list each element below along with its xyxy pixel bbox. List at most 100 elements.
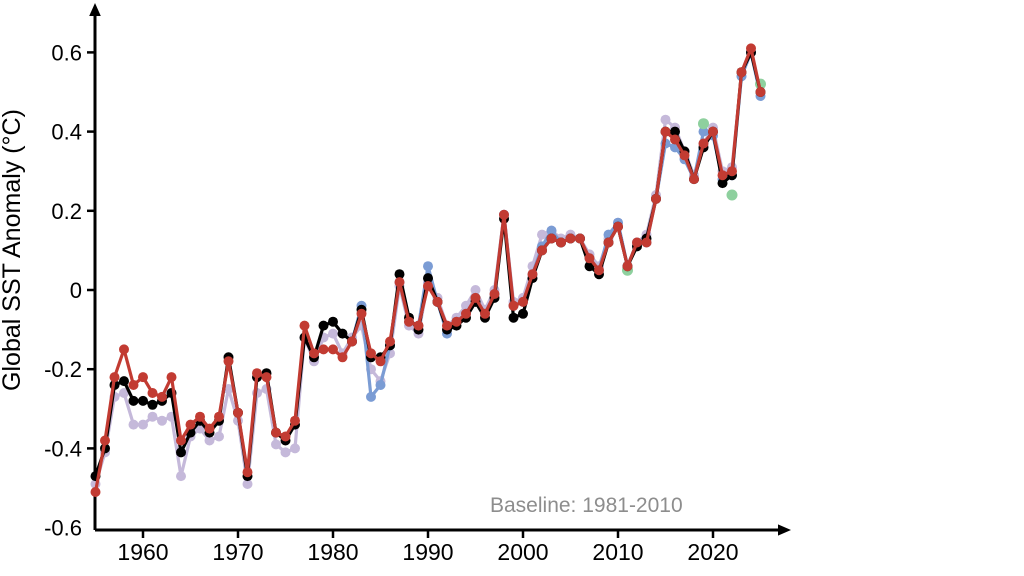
dataset-red-marker [499,209,509,220]
dataset-purple-marker [147,411,158,422]
dataset-red-marker [128,380,139,390]
dataset-red-marker [660,126,671,137]
dataset-red-marker [594,265,604,276]
dataset-red-marker [584,253,595,264]
dataset-purple-marker [470,285,481,295]
x-tick-label: 2010 [592,539,643,565]
dataset-red-marker [204,423,215,434]
dataset-purple-marker [128,419,139,430]
y-tick-label: 0 [70,278,82,303]
dataset-red-marker [261,372,272,383]
dataset-purple-marker [138,419,148,430]
dataset-red-marker [119,344,129,355]
dataset-red-marker [347,336,357,347]
dataset-blue-marker [698,126,709,137]
dataset-purple-marker [271,439,281,450]
dataset-black-marker [328,316,338,327]
y-tick-label: 0.6 [51,40,82,65]
dataset-black-marker [138,395,148,406]
x-tick-label: 1990 [402,539,453,565]
dataset-red-marker [290,415,300,426]
dataset-red-marker [708,126,718,137]
dataset-red-marker [746,43,756,54]
dataset-purple-marker [280,447,291,458]
dataset-red-marker [527,269,538,280]
x-tick-label: 2000 [497,539,548,565]
dataset-green-marker [698,118,709,130]
dataset-red-marker [480,308,490,319]
dataset-red-marker [546,233,557,244]
y-axis-title: Global SST Anomaly (°C) [0,109,26,391]
axes-layer: 0.6 0.4 0.2 0 -0.2 -0.4 -0.6 1960 1970 1980 1990 20… [44,3,791,565]
dataset-red-marker [309,348,319,359]
x-tick-label: 1960 [117,539,168,565]
dataset-purple-marker [242,479,253,489]
dataset-red-marker [755,87,766,97]
dataset-red [90,43,766,497]
dataset-green-marker [726,189,738,201]
dataset-red-marker [432,296,443,307]
dataset-red-marker [233,407,243,418]
y-tick-label: 0.4 [51,120,82,145]
dataset-red-marker [280,431,291,442]
x-tick-label: 1970 [212,539,263,565]
dataset-blue-marker [423,261,433,272]
dataset-black-marker [717,178,728,189]
dataset-red-marker [641,237,652,248]
dataset-red-marker [470,292,481,303]
dataset-purple-marker [204,435,215,446]
dataset-blue-marker [366,391,376,402]
dataset-red-marker [518,296,528,307]
dataset-red-marker [185,419,196,430]
dataset-red-marker [632,237,642,248]
dataset-red-marker [356,308,367,319]
dataset-red-marker [670,134,680,145]
y-tick-label: 0.2 [51,199,82,224]
baseline-annotation: Baseline: 1981-2010 [490,494,683,517]
series-layer [90,43,766,497]
y-tick-label: -0.6 [44,516,82,541]
dataset-red-marker [575,233,585,244]
dataset-red-marker [242,467,253,478]
dataset-red-marker [508,300,519,311]
dataset-red-marker [679,150,690,161]
dataset-red-marker [366,348,376,359]
dataset-red-marker [252,368,262,379]
dataset-black-marker [518,308,528,319]
x-axis-arrowhead [778,524,791,536]
x-tick-label: 2020 [687,539,738,565]
dataset-blue-marker [546,225,557,236]
dataset-purple-marker [537,229,547,240]
dataset-purple-marker [214,431,224,442]
dataset-red-marker [413,320,424,331]
dataset-red-marker [138,372,148,383]
dataset-black-marker [147,399,158,410]
dataset-red-marker [214,411,224,422]
dataset-red-marker [318,344,329,355]
dataset-red-marker [565,233,576,244]
dataset-black-marker [394,269,405,280]
dataset-red-marker [195,411,205,422]
dataset-red-marker [423,281,433,291]
dataset-purple-marker [223,384,234,394]
dataset-red-marker [442,320,452,331]
dataset-black-marker [119,376,129,387]
dataset-red-marker [147,388,158,398]
dataset-red-marker [651,193,661,204]
dataset-red-marker [404,316,414,327]
dataset-red-marker [717,170,728,181]
dataset-purple-marker [176,471,186,482]
dataset-black-marker [176,447,186,458]
dataset-purple-marker [119,388,129,398]
dataset-blue [347,47,766,402]
dataset-purple-marker [328,328,338,339]
dataset-purple-marker [157,415,167,426]
dataset-red-marker [451,316,462,327]
dataset-red-marker [223,356,234,367]
dataset-red-marker [394,277,405,288]
dataset-red-marker [698,138,709,149]
dataset-red-marker [328,344,338,355]
dataset-red-marker [622,261,633,272]
